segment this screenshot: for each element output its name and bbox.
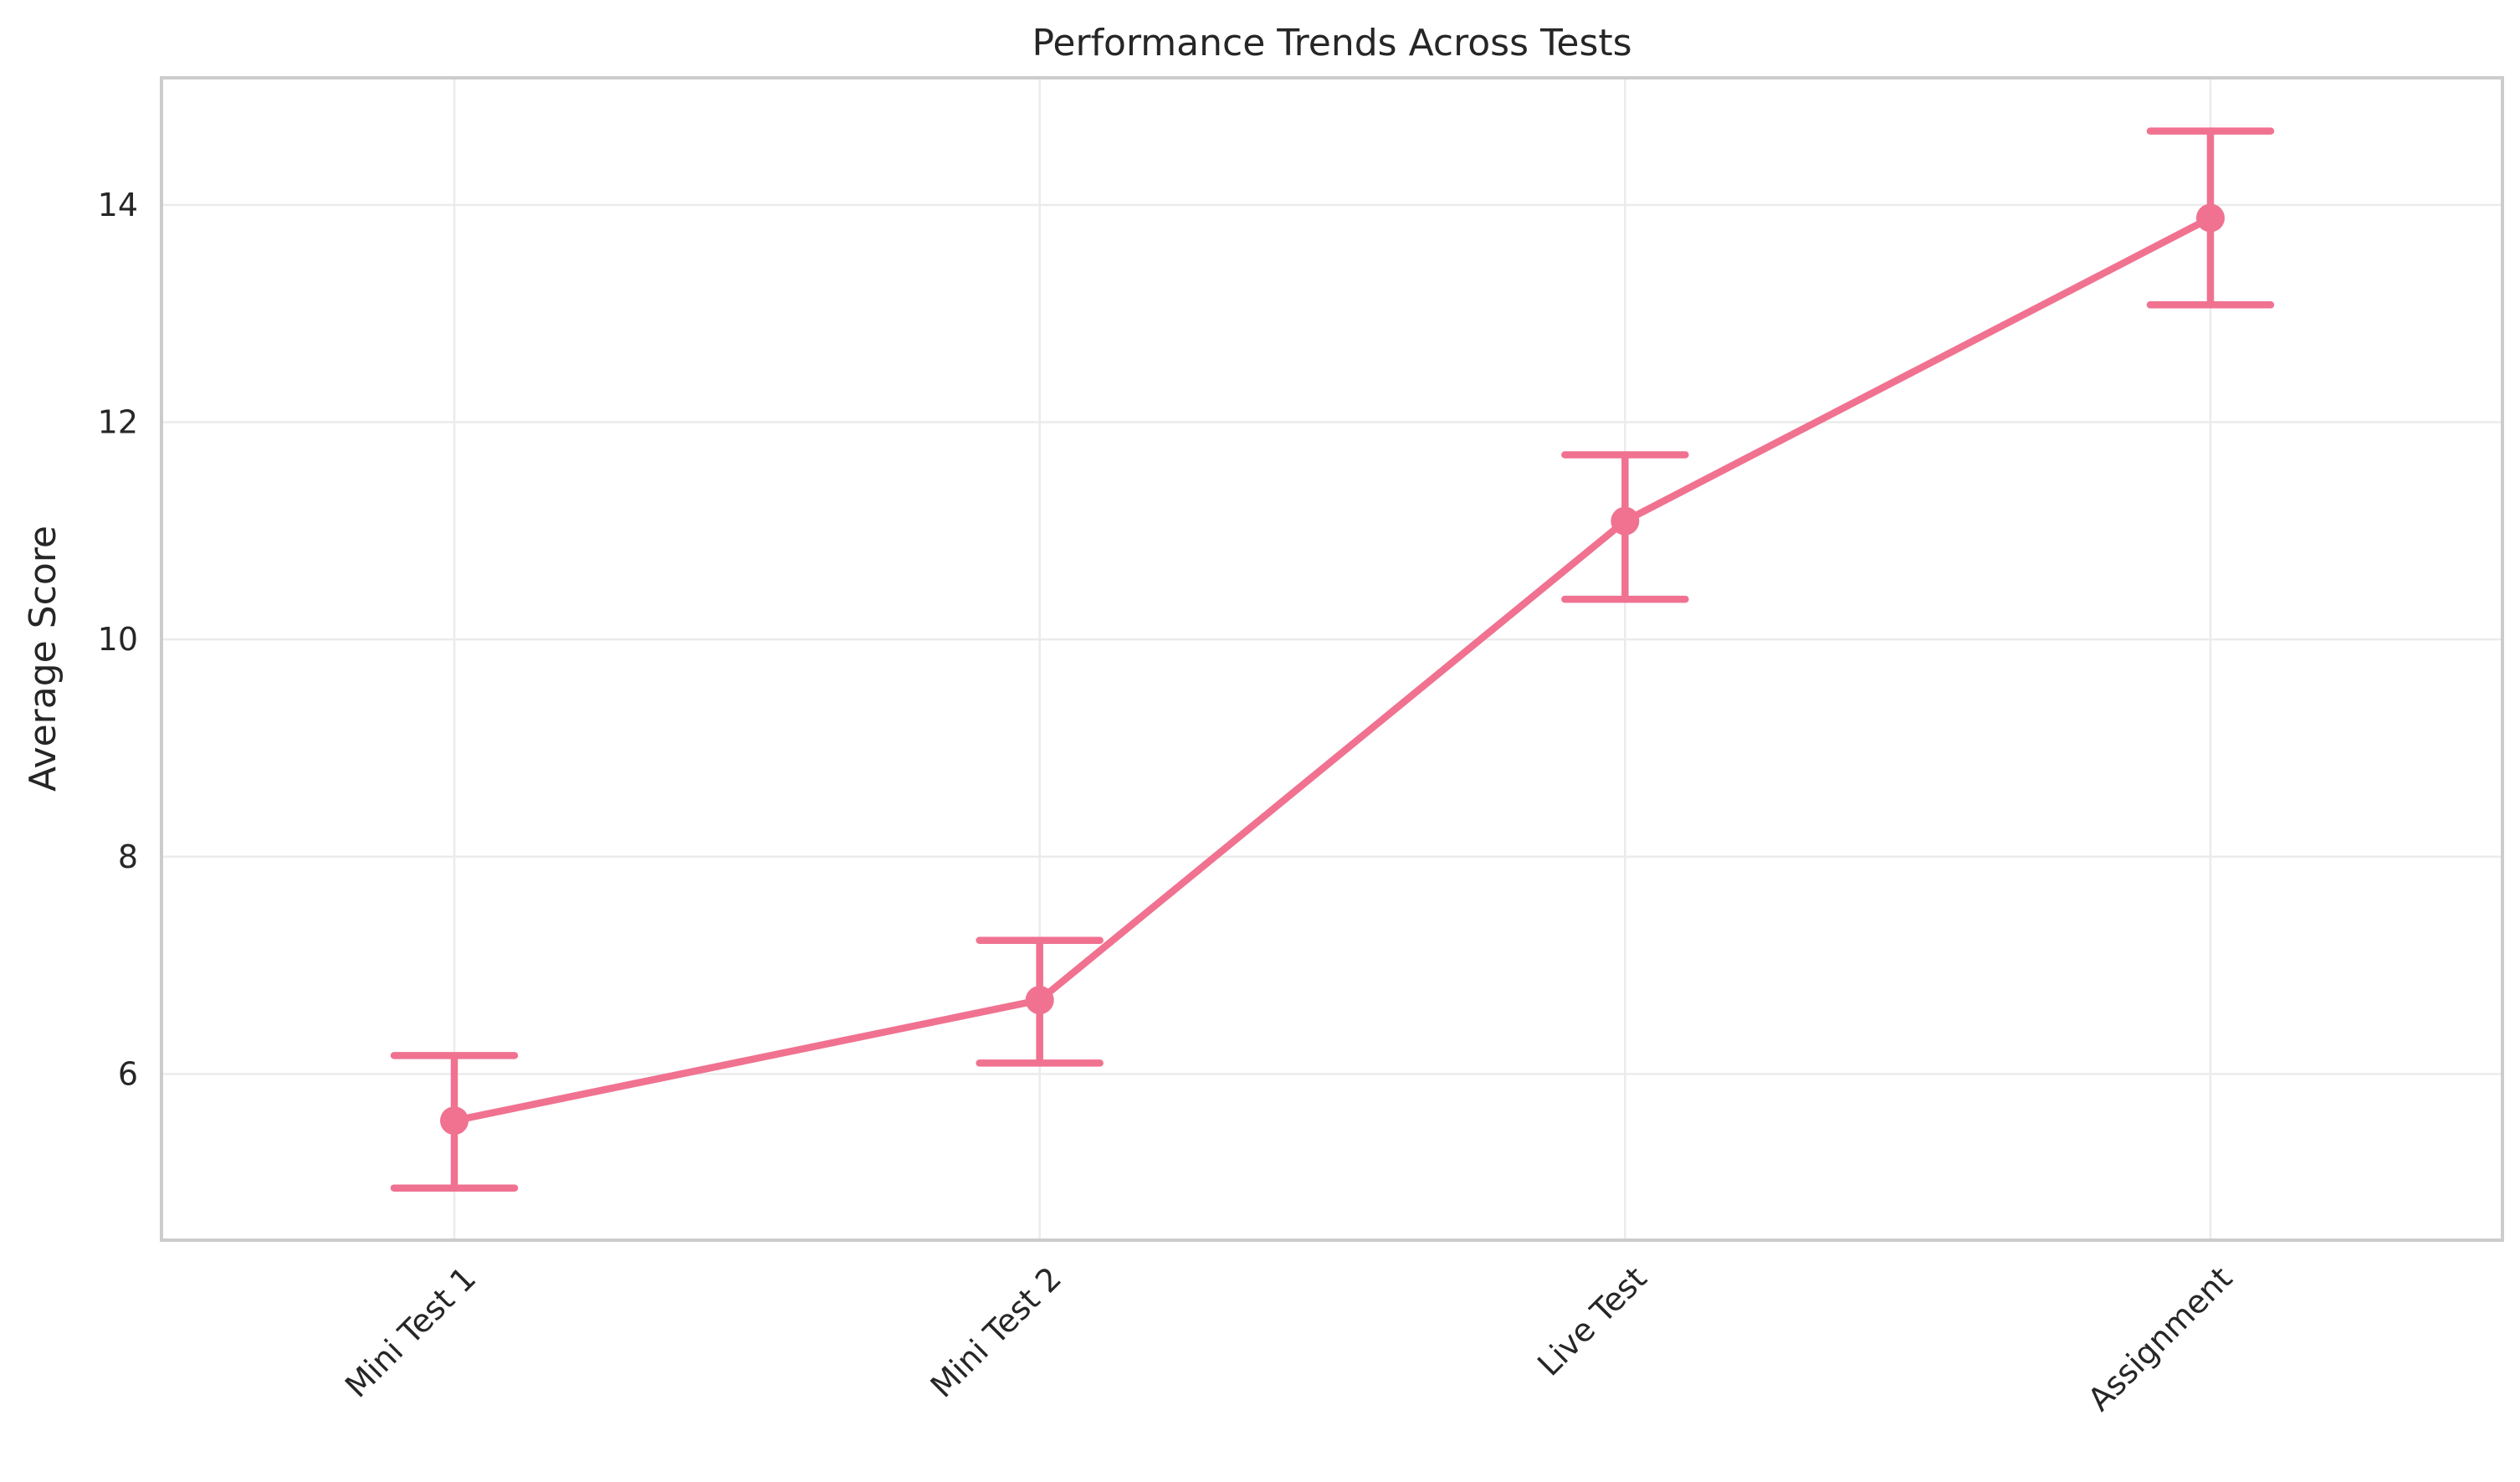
data-point [1611, 506, 1640, 536]
y-tick-label: 10 [98, 621, 138, 658]
data-point [1025, 986, 1054, 1015]
y-tick-label: 8 [118, 838, 138, 875]
series-layer [390, 127, 2275, 1192]
data-point [2196, 203, 2225, 233]
y-tick-label: 14 [98, 187, 138, 223]
data-point [440, 1106, 469, 1136]
plot-frame [160, 76, 2504, 1242]
y-axis: 6 8 10 12 14 [98, 187, 138, 1093]
y-axis-label: Average Score [22, 526, 64, 792]
y-tick-label: 12 [98, 404, 138, 441]
series-line [450, 214, 2215, 1125]
grid [161, 78, 2502, 1240]
y-tick-label: 6 [118, 1055, 138, 1092]
chart-title: Performance Trends Across Tests [1032, 22, 1631, 64]
